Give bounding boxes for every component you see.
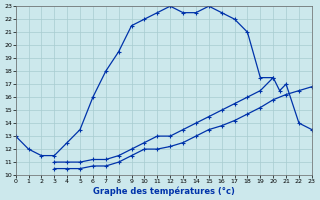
X-axis label: Graphe des températures (°c): Graphe des températures (°c)	[93, 186, 235, 196]
